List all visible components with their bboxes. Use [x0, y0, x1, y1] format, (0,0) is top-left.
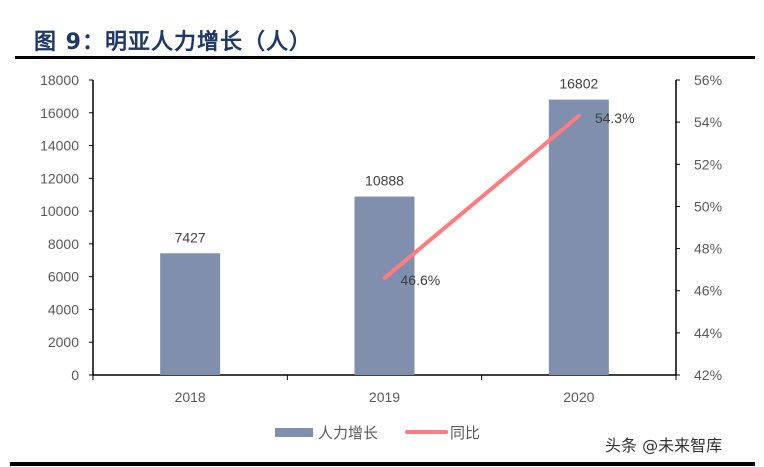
right-axis-tick-label: 54%	[694, 114, 722, 130]
x-axis-label: 2019	[369, 389, 400, 405]
legend-bar-swatch	[275, 428, 313, 437]
left-axis-tick-label: 2000	[48, 334, 79, 350]
legend-bar-label: 人力增长	[318, 424, 378, 442]
chart-title: 图 9：明亚人力增长（人）	[34, 30, 312, 55]
left-axis-tick-label: 8000	[48, 236, 79, 252]
right-axis-tick-label: 48%	[694, 241, 722, 257]
watermark: 头条 @未来智库	[605, 436, 723, 455]
legend-line-label: 同比	[450, 424, 480, 442]
right-axis-tick-label: 50%	[694, 198, 722, 214]
left-axis-tick-label: 10000	[40, 203, 79, 219]
bar-value-label: 16802	[559, 76, 598, 92]
left-axis-tick-label: 18000	[40, 72, 79, 88]
right-axis-tick-label: 46%	[694, 283, 722, 299]
bar-value-label: 7427	[175, 229, 206, 245]
x-axis-label: 2020	[563, 389, 594, 405]
bar-2019	[354, 196, 415, 375]
left-axis-tick-label: 4000	[48, 301, 79, 317]
bar-2020	[548, 99, 609, 376]
left-axis-tick-label: 6000	[48, 269, 79, 285]
line-value-label: 46.6%	[401, 272, 441, 288]
bar-2018	[160, 253, 221, 375]
right-axis-tick-label: 52%	[694, 156, 722, 172]
x-axis-label: 2018	[175, 389, 206, 405]
bar-value-label: 10888	[365, 173, 404, 189]
right-axis-tick-label: 44%	[694, 325, 722, 341]
left-axis-tick-label: 14000	[40, 138, 79, 154]
title-divider	[15, 56, 755, 59]
right-axis-tick-label: 56%	[694, 72, 722, 88]
left-axis-tick-label: 16000	[40, 105, 79, 121]
line-value-label: 54.3%	[595, 110, 635, 126]
right-axis-tick-label: 42%	[694, 367, 722, 383]
left-axis-tick-label: 12000	[40, 170, 79, 186]
left-axis-tick-label: 0	[71, 367, 79, 383]
yoy-line	[382, 113, 581, 281]
bottom-divider	[10, 462, 755, 466]
